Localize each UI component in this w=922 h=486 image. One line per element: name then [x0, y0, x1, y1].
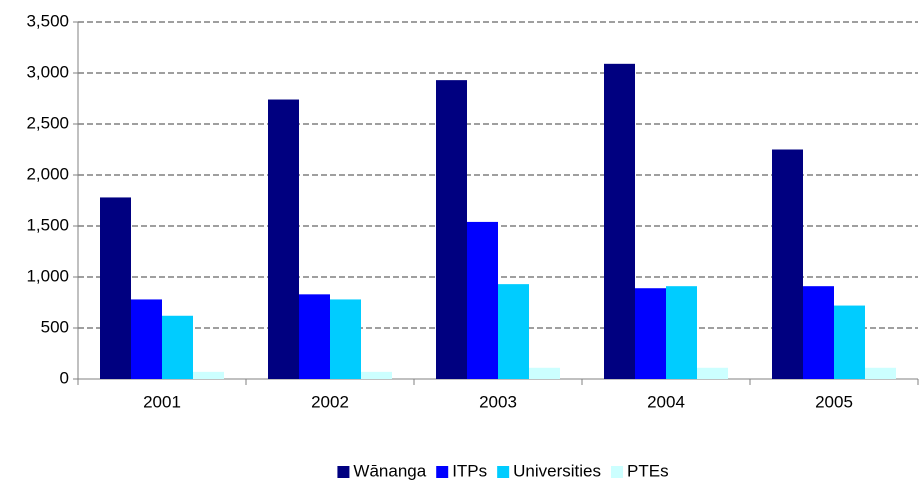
- bar: [529, 367, 560, 379]
- bar: [772, 149, 803, 379]
- legend-label: ITPs: [452, 461, 487, 480]
- bar: [100, 197, 131, 379]
- bar: [299, 294, 330, 379]
- bar: [635, 288, 666, 379]
- y-tick-label: 3,000: [26, 62, 69, 81]
- bar: [865, 367, 896, 379]
- x-tick-label: 2004: [647, 392, 685, 411]
- y-tick-label: 3,500: [26, 11, 69, 30]
- legend-label: PTEs: [627, 461, 669, 480]
- bar: [697, 367, 728, 379]
- bar: [436, 80, 467, 379]
- legend-swatch: [611, 466, 624, 478]
- x-tick-label: 2003: [479, 392, 517, 411]
- bar: [131, 299, 162, 379]
- x-tick-label: 2002: [311, 392, 349, 411]
- bar: [666, 286, 697, 379]
- y-tick-label: 2,500: [26, 113, 69, 132]
- bar: [162, 315, 193, 379]
- legend-swatch: [337, 466, 350, 478]
- y-tick-label: 500: [41, 317, 69, 336]
- legend-swatch: [497, 466, 510, 478]
- bar: [604, 63, 635, 379]
- bar: [467, 221, 498, 379]
- bar: [803, 286, 834, 379]
- bar: [193, 371, 224, 379]
- y-tick-label: 2,000: [26, 164, 69, 183]
- y-tick-label: 1,000: [26, 266, 69, 285]
- bar: [361, 371, 392, 379]
- y-tick-label: 1,500: [26, 215, 69, 234]
- legend-swatch: [436, 466, 449, 478]
- legend-label: Universities: [513, 461, 601, 480]
- y-tick-label: 0: [60, 368, 69, 387]
- bar: [268, 99, 299, 380]
- bar: [834, 305, 865, 379]
- bar: [498, 284, 529, 379]
- x-tick-label: 2005: [815, 392, 853, 411]
- legend-label: Wānanga: [353, 461, 426, 480]
- bar: [330, 299, 361, 379]
- x-tick-label: 2001: [143, 392, 181, 411]
